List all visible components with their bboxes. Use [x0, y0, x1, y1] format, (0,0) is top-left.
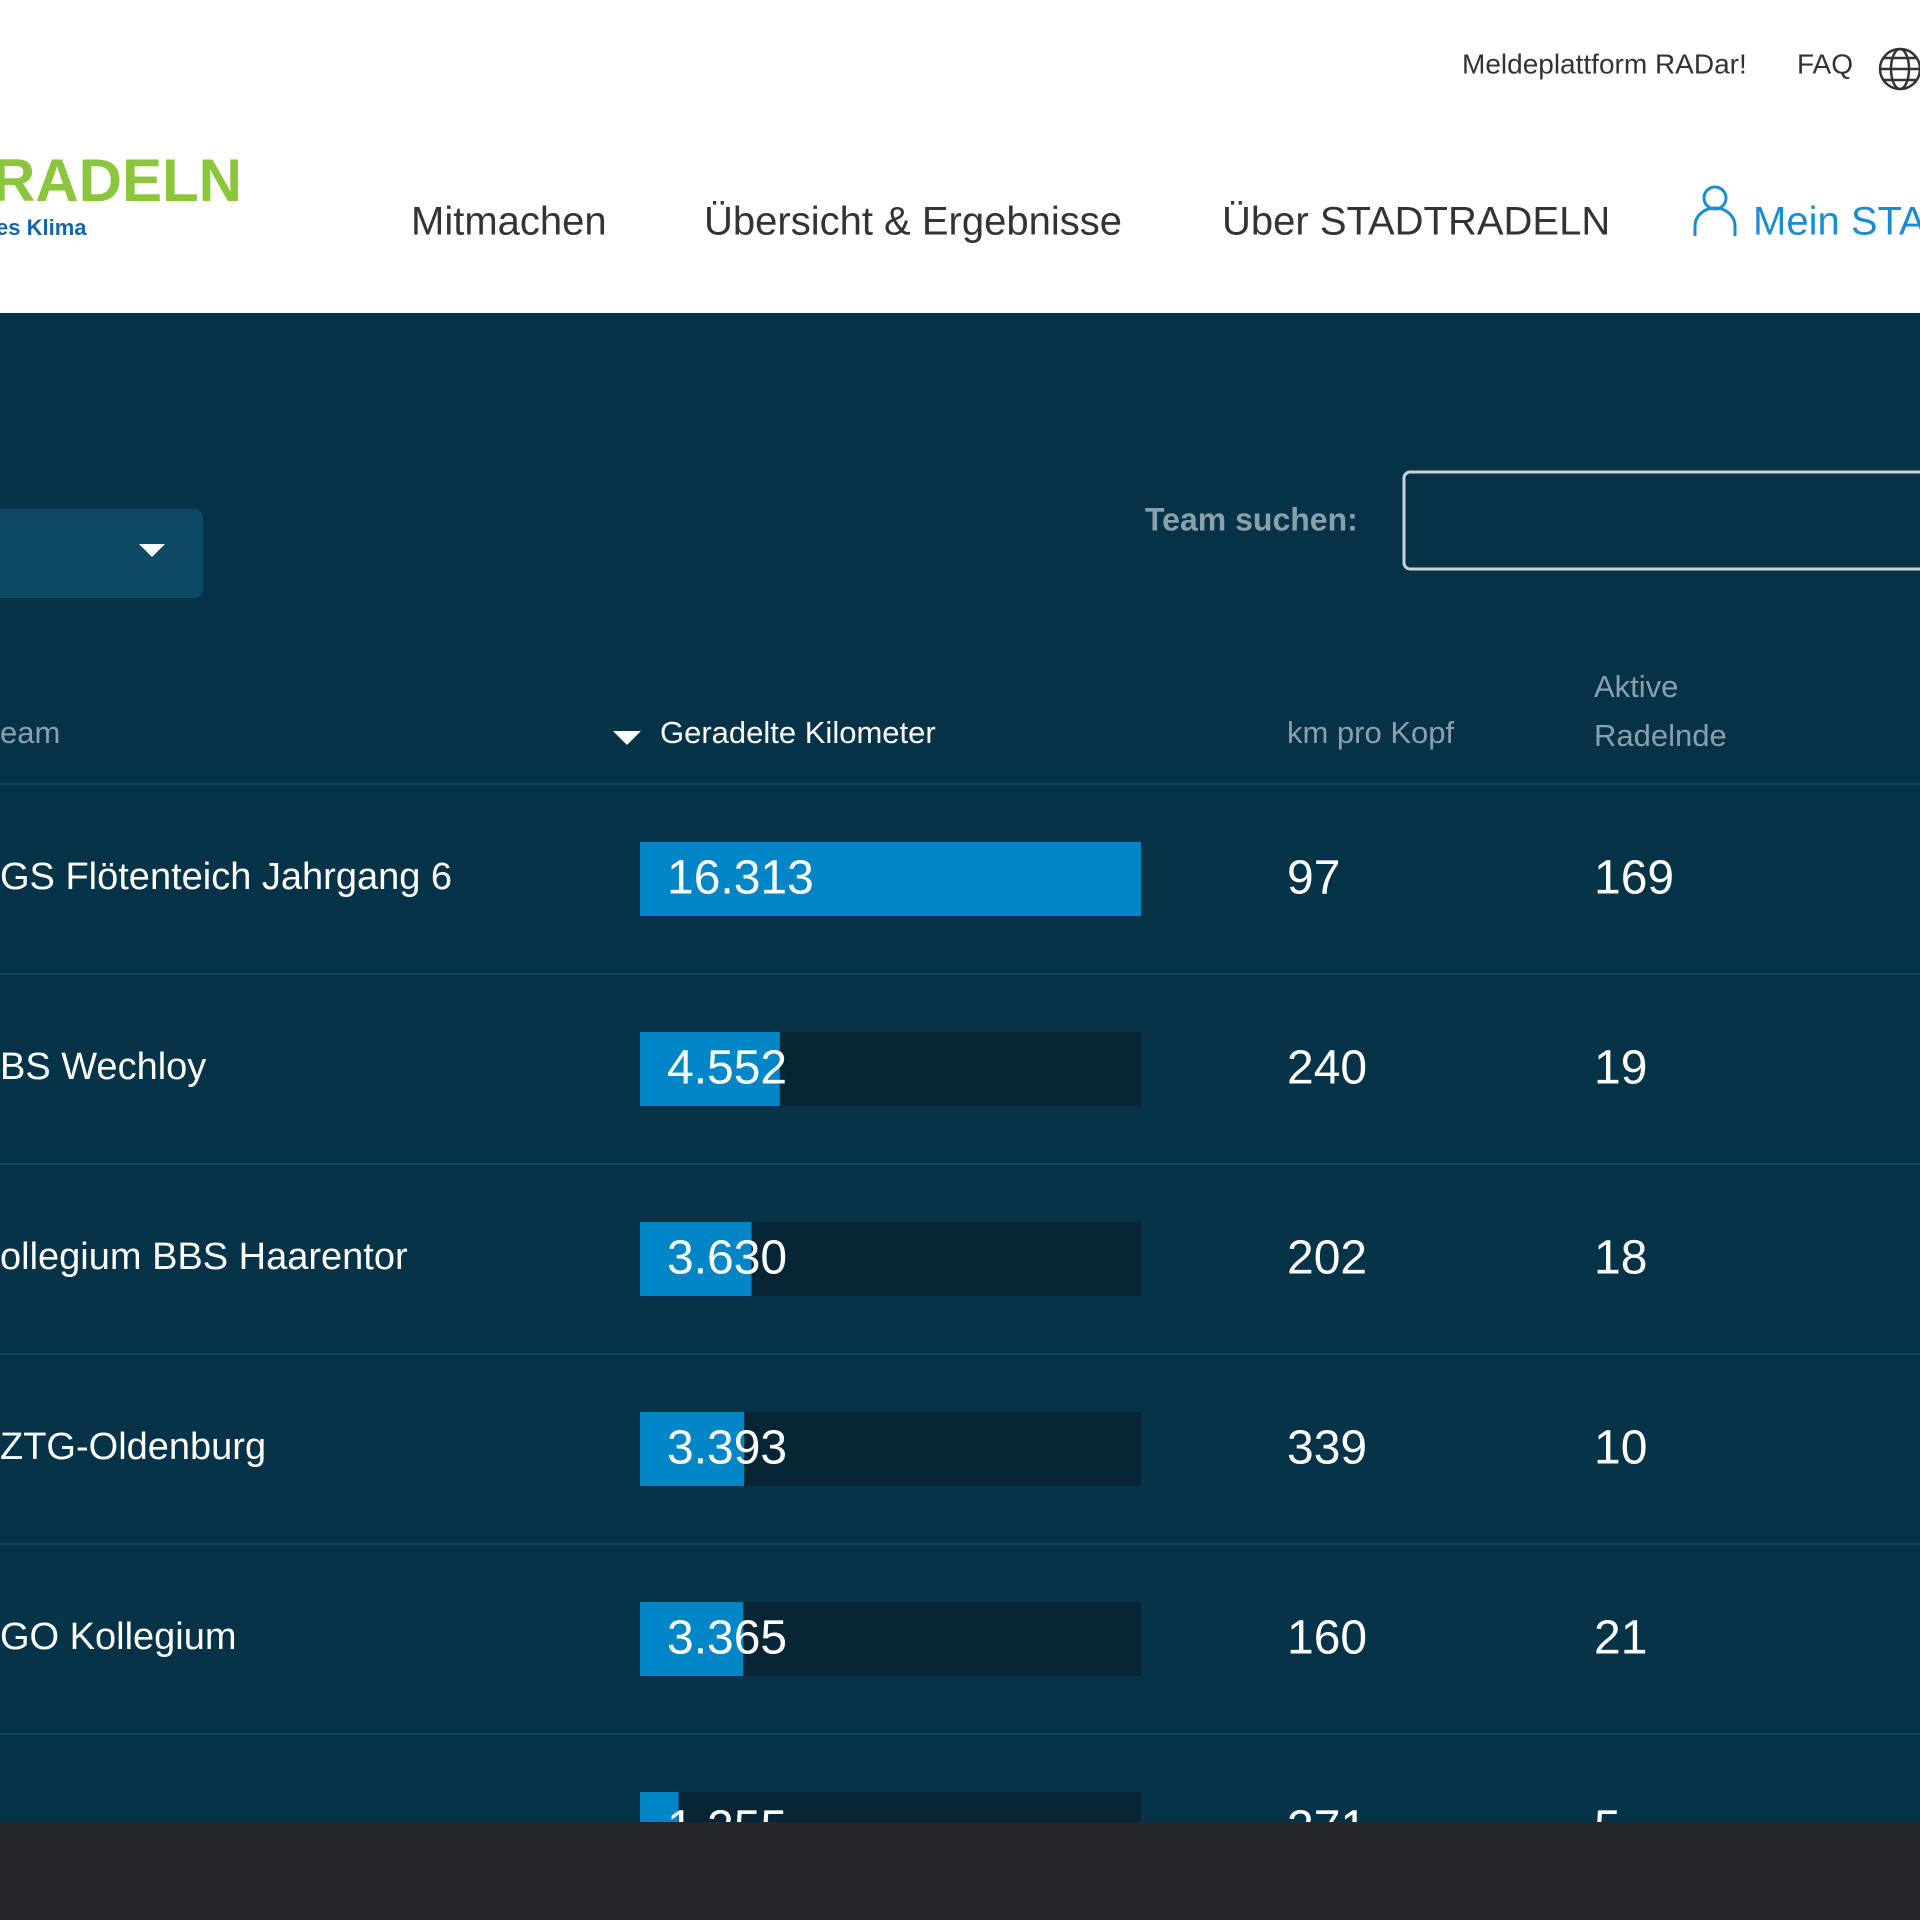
- dropdown-caret: [139, 544, 165, 557]
- column-header[interactable]: eam: [0, 715, 60, 750]
- team-name: ZTG-Oldenburg: [0, 1426, 266, 1468]
- column-header-wrap: Aktive Radelnde: [1594, 669, 1727, 753]
- km-label: 3.365: [667, 1612, 787, 1665]
- header-bg: [0, 0, 1920, 313]
- km-label: 16.313: [667, 852, 814, 905]
- riders: 10: [1594, 1422, 1647, 1475]
- column-header[interactable]: km pro Kopf: [1287, 715, 1455, 750]
- per-head: 339: [1287, 1422, 1367, 1475]
- km-bar: [640, 1032, 780, 1106]
- nav-link[interactable]: Mitmachen: [411, 200, 607, 244]
- top-link[interactable]: FAQ: [1797, 48, 1853, 79]
- per-head: 97: [1287, 852, 1340, 905]
- per-head: 160: [1287, 1612, 1367, 1665]
- km-label: 3.630: [667, 1232, 787, 1285]
- riders: 169: [1594, 852, 1674, 905]
- nav-link[interactable]: Mein STA: [1753, 200, 1920, 244]
- column-header[interactable]: Aktive Radelnde: [1594, 669, 1727, 753]
- language-icon[interactable]: [1878, 47, 1920, 91]
- km-label: 3.393: [667, 1422, 787, 1475]
- per-head: 202: [1287, 1232, 1367, 1285]
- dropdown[interactable]: [0, 509, 203, 598]
- search-input[interactable]: [1402, 470, 1920, 571]
- team-name: GO Kollegium: [0, 1616, 237, 1658]
- km-bar: [640, 842, 1141, 916]
- riders: 19: [1594, 1042, 1647, 1095]
- nav-link[interactable]: Über STADTRADELN: [1222, 200, 1610, 244]
- user-icon[interactable]: [1693, 185, 1737, 236]
- riders: 18: [1594, 1232, 1647, 1285]
- search-label: Team suchen:: [1145, 501, 1358, 537]
- logo-tagline: es Klima: [0, 215, 87, 240]
- logo-title: RADELN: [0, 147, 242, 214]
- km-bar: [640, 1602, 744, 1676]
- km-bar: [640, 1412, 745, 1486]
- riders: 21: [1594, 1612, 1647, 1665]
- sort-caret: [613, 731, 641, 745]
- team-name: GS Flötenteich Jahrgang 6: [0, 856, 452, 898]
- km-label: 4.552: [667, 1042, 787, 1095]
- table-body: GS Flötenteich Jahrgang 6 16.313 97 169 BS W…: [0, 842, 1920, 1925]
- per-head: 240: [1287, 1042, 1367, 1095]
- team-name: ollegium BBS Haarentor: [0, 1236, 408, 1278]
- bottom-overlay: [0, 1822, 1920, 1920]
- team-name: BS Wechloy: [0, 1046, 206, 1088]
- km-bar: [640, 1222, 752, 1296]
- column-header[interactable]: Geradelte Kilometer: [660, 715, 936, 750]
- top-link[interactable]: Meldeplattform RADar!: [1462, 48, 1747, 79]
- nav-link[interactable]: Übersicht & Ergebnisse: [704, 200, 1122, 244]
